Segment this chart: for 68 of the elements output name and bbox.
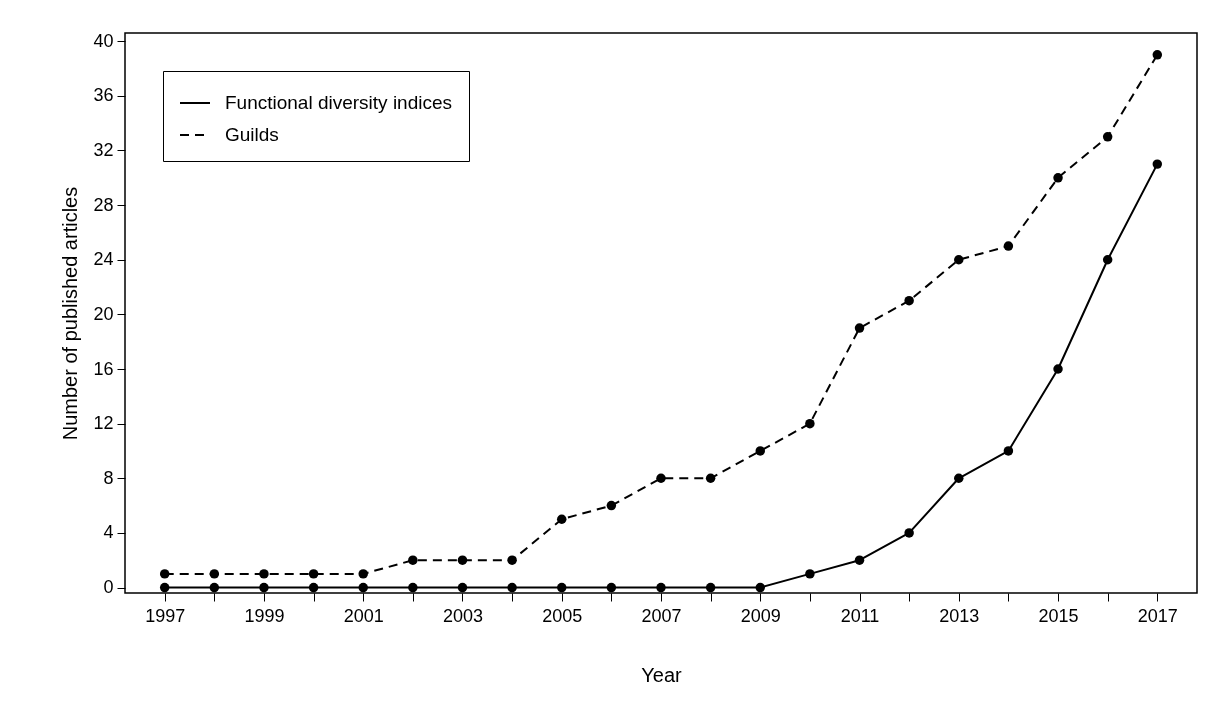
- point: [606, 582, 617, 593]
- y-tick-label: 24: [93, 249, 114, 270]
- x-tick-label: 1997: [145, 605, 186, 626]
- point: [507, 555, 517, 565]
- x-tick-label: 1999: [244, 605, 285, 626]
- y-tick-label: 40: [93, 30, 114, 51]
- y-tick-label: 16: [93, 358, 114, 379]
- x-tick-label: 2011: [840, 605, 880, 626]
- legend-label: Guilds: [225, 124, 279, 145]
- point: [805, 569, 815, 579]
- point: [755, 582, 765, 593]
- y-axis-title: Number of published articles: [59, 186, 82, 441]
- point: [1003, 446, 1014, 456]
- point: [755, 446, 765, 456]
- point: [656, 582, 666, 593]
- point: [259, 569, 269, 579]
- x-tick-label: 2007: [641, 605, 682, 626]
- point: [805, 418, 815, 429]
- x-tick-label: 2009: [740, 605, 781, 626]
- point: [705, 473, 716, 483]
- point: [1102, 255, 1113, 265]
- y-tick-label: 36: [93, 85, 114, 106]
- point: [954, 255, 964, 265]
- y-tick-label: 4: [103, 522, 114, 543]
- x-tick-label: 2003: [442, 605, 483, 626]
- point: [358, 582, 368, 593]
- point: [1152, 50, 1163, 60]
- point: [557, 514, 567, 524]
- y-tick-label: 28: [93, 194, 114, 215]
- point: [1102, 132, 1113, 142]
- point: [457, 582, 468, 593]
- x-tick-label: 2013: [939, 605, 980, 626]
- x-tick-label: 2005: [542, 605, 583, 626]
- point: [1053, 173, 1063, 183]
- point: [606, 500, 617, 511]
- point: [854, 323, 865, 333]
- x-tick-label: 2017: [1137, 605, 1178, 626]
- y-tick-label: 12: [93, 413, 114, 434]
- x-tick-label: 2001: [343, 605, 384, 626]
- point: [904, 528, 914, 538]
- point: [159, 569, 170, 579]
- legend-label: Functional diversity indices: [225, 92, 453, 113]
- point: [408, 582, 418, 593]
- point: [904, 295, 914, 306]
- point: [1152, 159, 1163, 169]
- x-axis-title: Year: [641, 663, 683, 686]
- point: [209, 582, 220, 593]
- point: [954, 473, 964, 483]
- point: [209, 569, 220, 579]
- point: [457, 555, 468, 565]
- point: [854, 555, 865, 565]
- x-tick-label: 2015: [1038, 605, 1079, 626]
- y-tick-label: 20: [93, 303, 114, 324]
- point: [705, 582, 716, 593]
- point: [308, 569, 319, 579]
- point: [1053, 364, 1063, 374]
- point: [358, 569, 368, 579]
- point: [656, 473, 666, 483]
- point: [507, 582, 517, 593]
- point: [159, 582, 170, 593]
- y-tick-label: 0: [103, 577, 114, 598]
- y-tick-label: 8: [103, 467, 114, 488]
- point: [408, 555, 418, 565]
- point: [259, 582, 269, 593]
- point: [308, 582, 319, 593]
- point: [1003, 241, 1014, 251]
- point: [557, 582, 567, 593]
- y-tick-label: 32: [93, 139, 114, 160]
